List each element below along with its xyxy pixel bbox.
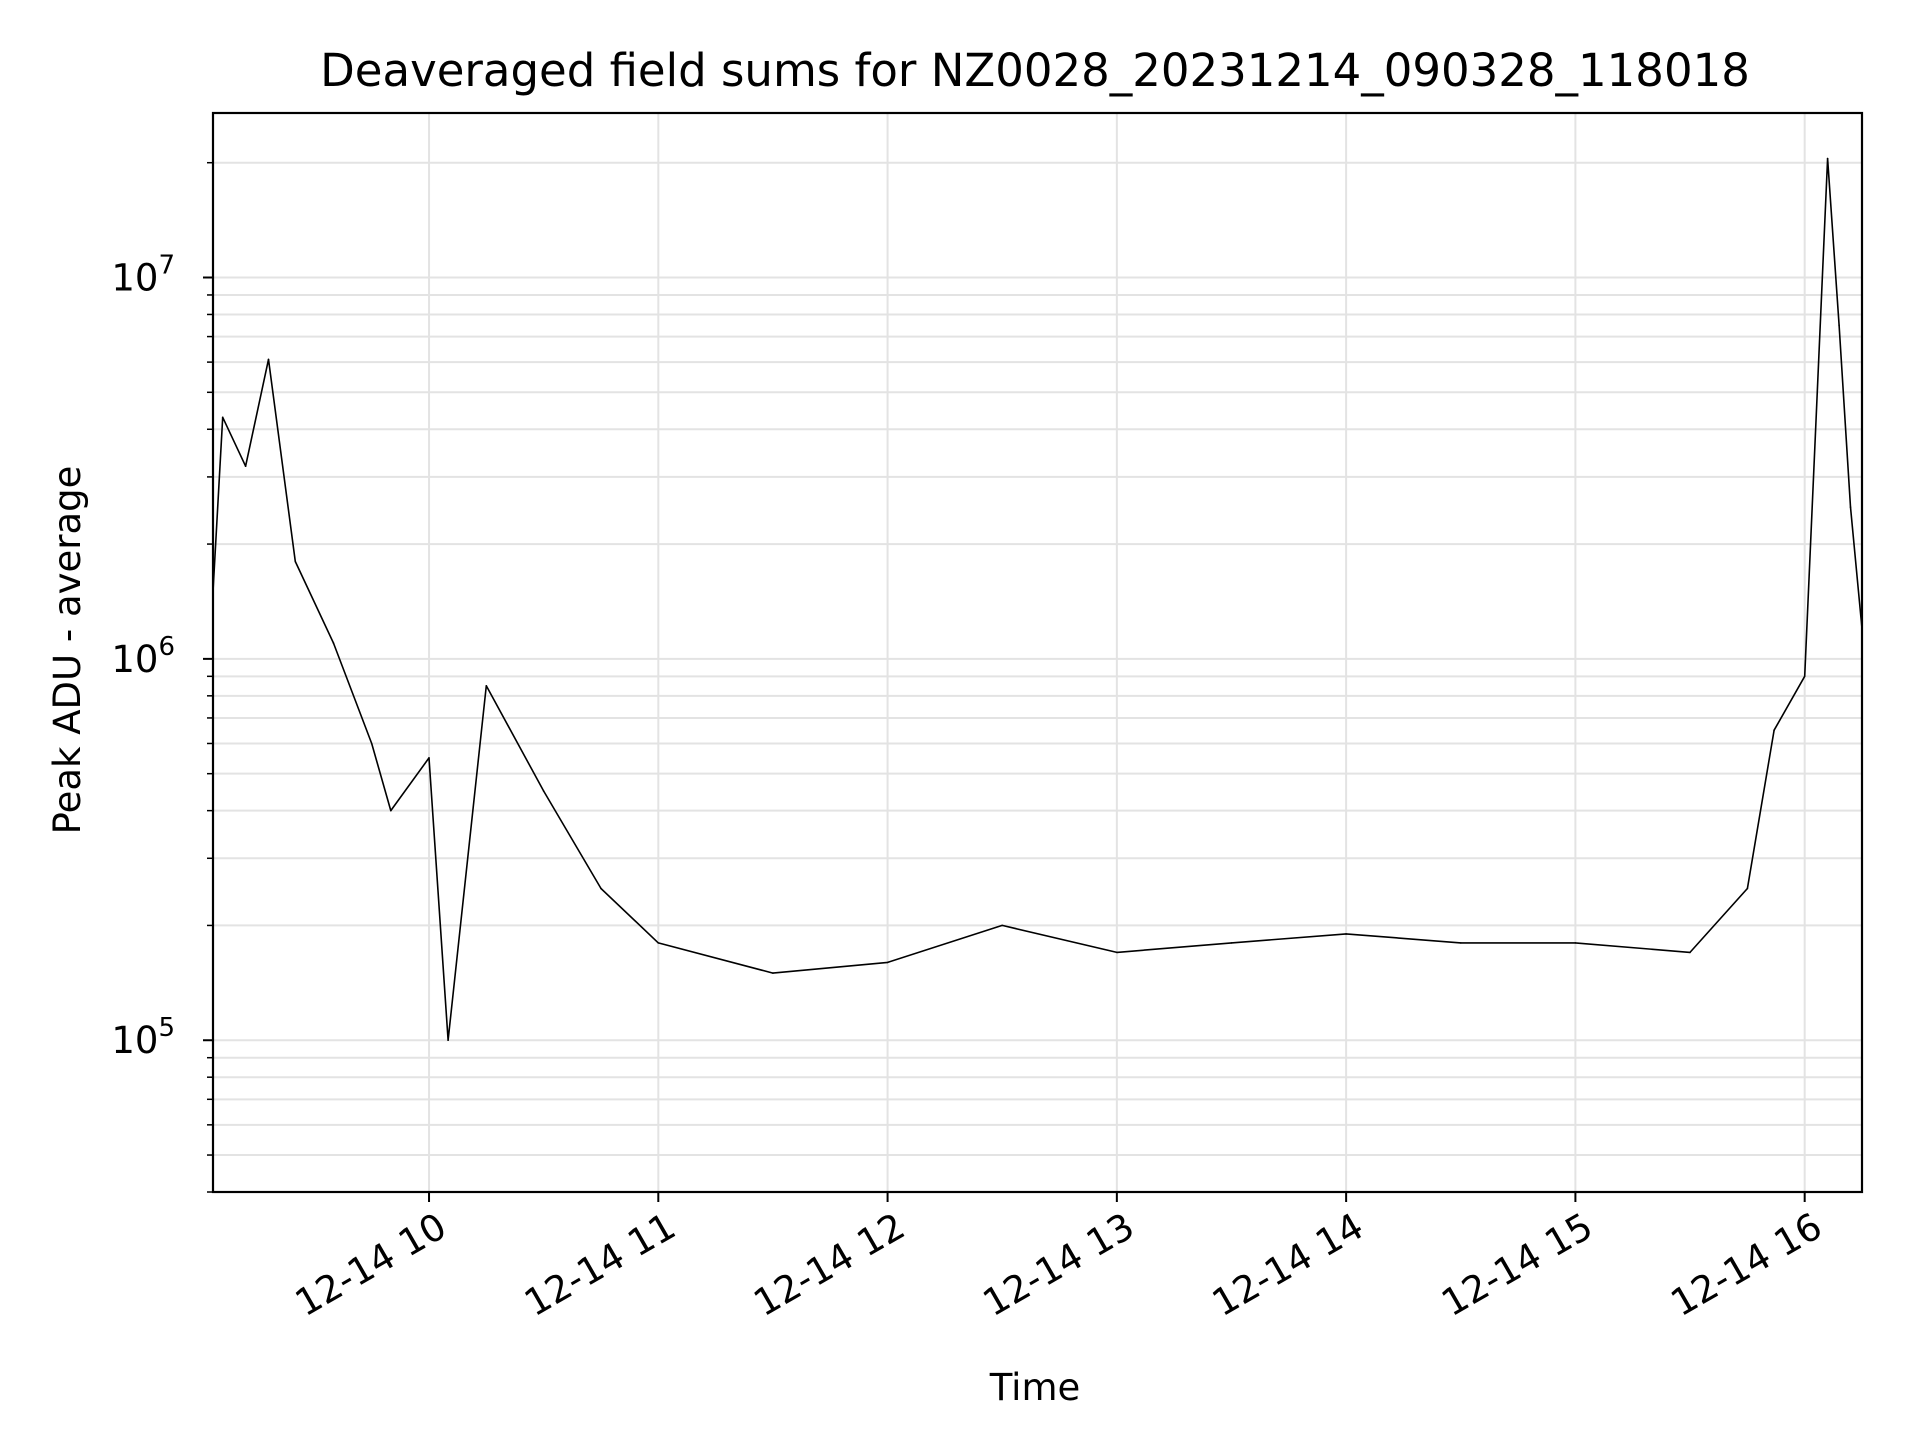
data-point	[600, 887, 602, 890]
data-point	[221, 416, 224, 419]
data-point	[1849, 506, 1852, 508]
series-line	[213, 157, 1862, 1041]
y-tick-label: 105	[111, 1013, 175, 1062]
data-point	[447, 1039, 449, 1041]
data-point	[1574, 942, 1577, 944]
data-point	[772, 972, 774, 974]
data-point	[542, 790, 545, 792]
plot-frame	[211, 111, 1864, 1194]
data-point	[1230, 942, 1233, 944]
data-point	[485, 685, 488, 687]
y-tick-label: 107	[111, 251, 175, 300]
data-point	[1773, 729, 1775, 731]
y-axis-label: Peak ADU - average	[46, 466, 89, 835]
data-point	[1689, 951, 1691, 954]
data-point	[428, 757, 430, 759]
data-point	[294, 560, 297, 563]
data-point	[267, 358, 270, 361]
data-point	[1001, 924, 1003, 927]
data-point	[332, 642, 335, 644]
gridlines	[213, 113, 1862, 1193]
data-point	[1345, 933, 1347, 935]
data-point	[1803, 675, 1806, 678]
data-point	[657, 942, 660, 944]
x-axis-label: Time	[989, 1366, 1081, 1409]
y-tick-label: 106	[111, 632, 175, 681]
data-point	[1116, 951, 1118, 954]
chart-title: Deaveraged field sums for NZ0028_2023121…	[320, 44, 1750, 97]
data-point	[1746, 887, 1749, 890]
data-point	[390, 809, 392, 812]
data-point	[886, 961, 889, 964]
y-axis: 105 106 107	[111, 161, 213, 1193]
data-point	[370, 742, 373, 745]
data-point	[244, 465, 247, 468]
data-point	[1826, 157, 1829, 160]
data-point	[1838, 324, 1840, 327]
data-point	[1460, 942, 1462, 944]
